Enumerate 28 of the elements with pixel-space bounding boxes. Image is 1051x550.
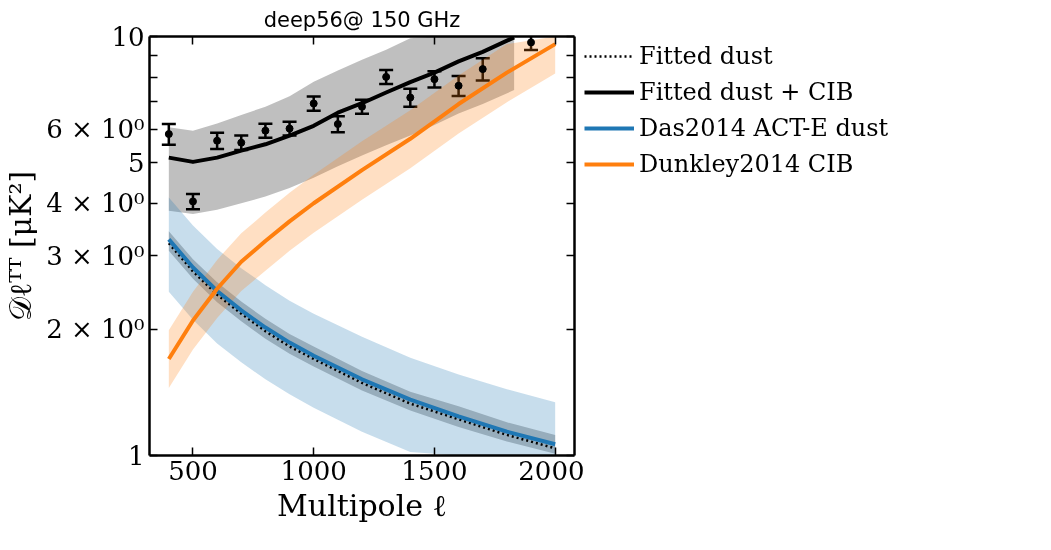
y-tick-label: 10	[111, 21, 145, 52]
y-axis-title: 𝒟ℓᵀᵀ [μK²]	[3, 170, 39, 322]
x-tick-label: 500	[168, 455, 218, 486]
point	[382, 72, 391, 81]
x-tick-label: 1500	[401, 455, 468, 486]
legend-label: Fitted dust + CIB	[639, 77, 854, 106]
point	[430, 75, 439, 84]
point	[188, 197, 197, 206]
x-axis-title: Multipole ℓ	[277, 487, 447, 523]
point	[454, 81, 463, 90]
y-tick-label: 4 × 10⁰	[46, 188, 145, 219]
legend-label: Fitted dust	[639, 41, 773, 70]
point	[478, 65, 487, 74]
x-tick-label: 1000	[280, 455, 347, 486]
point	[333, 120, 342, 129]
y-tick-label: 3 × 10⁰	[46, 240, 145, 271]
chart-title: deep56@ 150 GHz	[263, 7, 461, 32]
y-tick-label: 6 × 10⁰	[46, 114, 145, 145]
y-tick-label: 1	[127, 440, 145, 471]
y-tick-label: 5	[127, 147, 145, 178]
legend-label: Dunkley2014 CIB	[639, 149, 854, 178]
point	[164, 130, 173, 139]
point	[406, 93, 415, 102]
x-tick-label: 2000	[518, 455, 585, 486]
point	[213, 136, 222, 145]
point	[527, 38, 536, 47]
legend-label: Das2014 ACT-E dust	[639, 113, 889, 142]
y-tick-label: 2 × 10⁰	[46, 314, 145, 345]
